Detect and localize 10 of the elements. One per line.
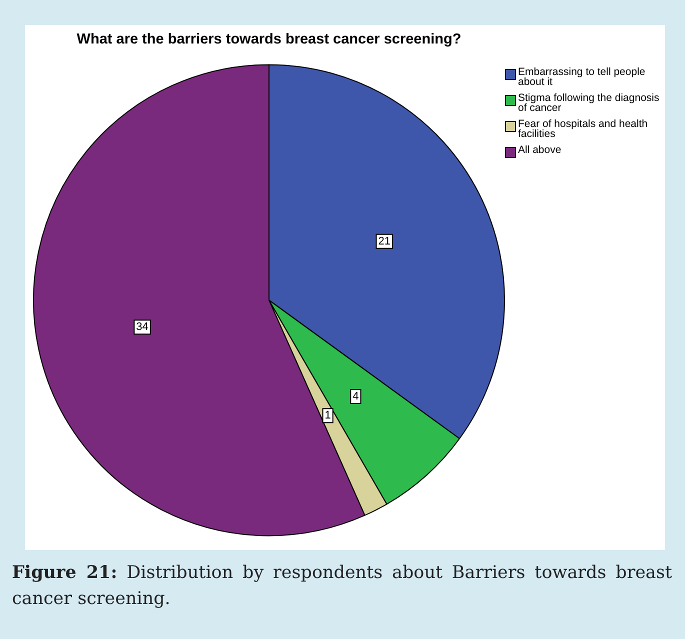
legend-label: Stigma following the diagnosis of cancer bbox=[518, 92, 660, 114]
chart-title: What are the barriers towards breast cancer screening? bbox=[76, 32, 462, 48]
data-label: 34 bbox=[136, 321, 148, 334]
legend-label: Fear of hospitals and health facilities bbox=[518, 118, 649, 140]
data-label: 21 bbox=[378, 235, 391, 248]
legend-label: All above bbox=[518, 144, 562, 156]
caption: Figure 21: Distribution by respondents about Barriers towards breast cancer screening. bbox=[12, 562, 672, 611]
data-label: 4 bbox=[352, 390, 359, 402]
data-label: 1 bbox=[324, 410, 331, 422]
legend-label: Embarrassing to tell people about it bbox=[518, 66, 646, 88]
